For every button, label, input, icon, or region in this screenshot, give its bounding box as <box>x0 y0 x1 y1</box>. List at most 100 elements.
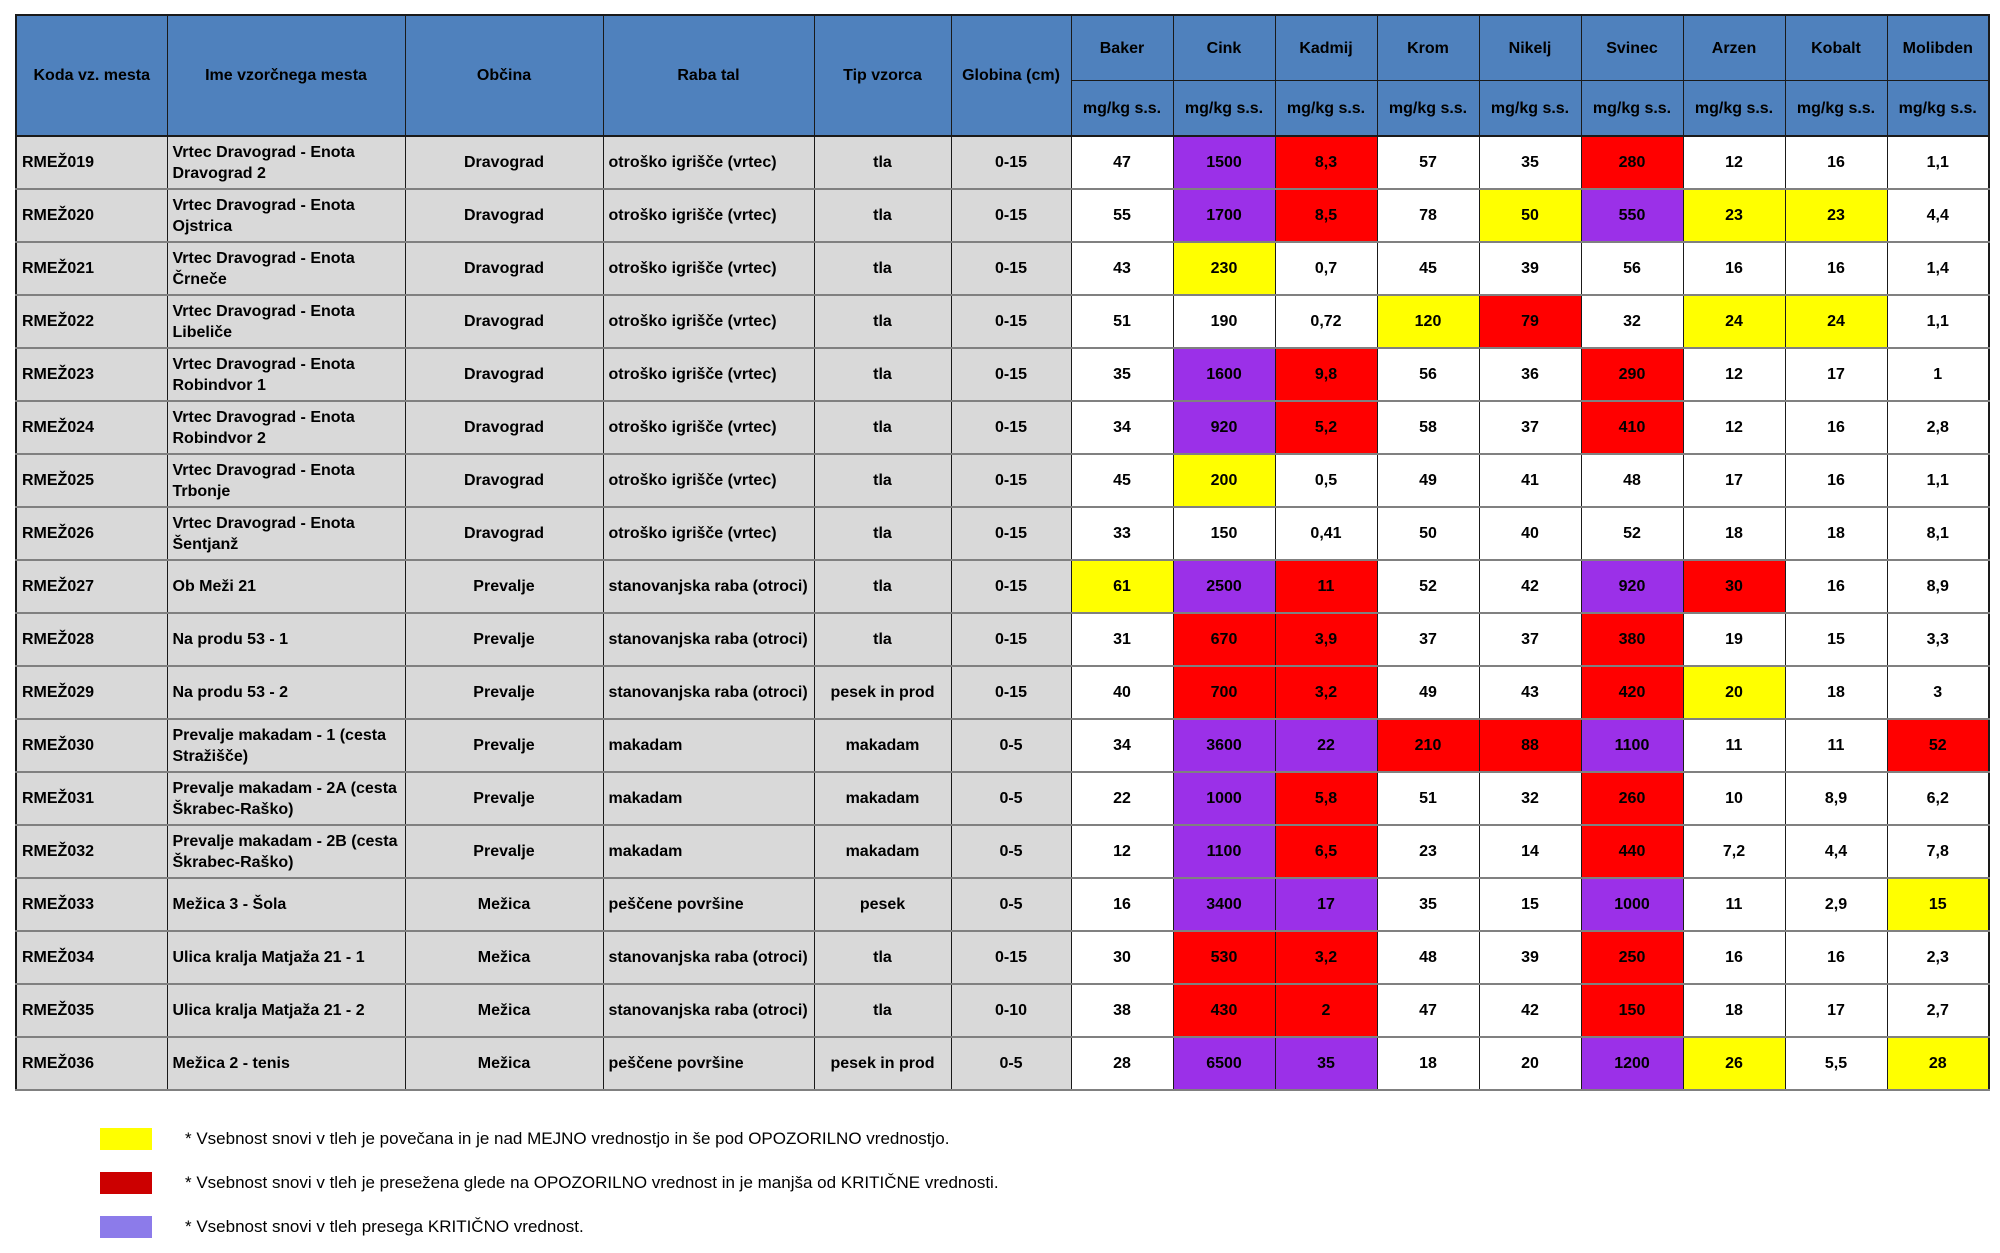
cell-site-name: Vrtec Dravograd - Enota Libeliče <box>166 294 406 349</box>
cell-sample-type: makadam <box>813 771 952 826</box>
cell-municipality: Dravograd <box>404 400 604 455</box>
cell-land-use: makadam <box>602 824 815 879</box>
table-row-RMEŽ030: RMEŽ030 Prevalje makadam - 1 (cesta Straž… <box>15 718 1990 773</box>
cell-value-krom: 210 <box>1376 718 1480 773</box>
cell-value-kadmij: 3,2 <box>1274 665 1378 720</box>
cell-value-kadmij: 8,3 <box>1274 135 1378 190</box>
cell-land-use: stanovanjska raba (otroci) <box>602 665 815 720</box>
cell-site-name: Prevalje makadam - 2B (cesta Škrabec-Raš… <box>166 824 406 879</box>
table-row-RMEŽ032: RMEŽ032 Prevalje makadam - 2B (cesta Škra… <box>15 824 1990 879</box>
table-row-RMEŽ027: RMEŽ027 Ob Meži 21 Prevalje stanovanjska ra… <box>15 559 1990 614</box>
cell-value-svinec: 150 <box>1580 983 1684 1038</box>
cell-value-krom: 51 <box>1376 771 1480 826</box>
unit-header-kadmij: mg/kg s.s. <box>1274 80 1378 137</box>
cell-value-krom: 49 <box>1376 453 1480 508</box>
table-row-RMEŽ021: RMEŽ021 Vrtec Dravograd - Enota Črneče Dra… <box>15 241 1990 296</box>
cell-site-code: RMEŽ026 <box>15 506 168 561</box>
cell-value-arzen: 30 <box>1682 559 1786 614</box>
cell-depth: 0-15 <box>950 612 1072 667</box>
cell-sample-type: tla <box>813 347 952 402</box>
header-row-main: Koda vz. mesta Ime vzorčnega mesta Občina R… <box>15 15 1990 137</box>
cell-value-nikelj: 32 <box>1478 771 1582 826</box>
cell-value-arzen: 24 <box>1682 294 1786 349</box>
cell-value-kadmij: 0,7 <box>1274 241 1378 296</box>
cell-value-baker: 43 <box>1070 241 1174 296</box>
cell-value-baker: 61 <box>1070 559 1174 614</box>
table-row-RMEŽ020: RMEŽ020 Vrtec Dravograd - Enota Ojstrica D… <box>15 188 1990 243</box>
cell-value-kadmij: 0,5 <box>1274 453 1378 508</box>
legend: * Vsebnost snovi v tleh je povečana in j… <box>100 1127 999 1253</box>
cell-value-molibden: 2,8 <box>1886 400 1990 455</box>
table-header: Koda vz. mesta Ime vzorčnega mesta Občina R… <box>15 15 1990 137</box>
column-header-kobalt: Kobalt <box>1784 15 1888 81</box>
cell-value-cink: 530 <box>1172 930 1276 985</box>
cell-municipality: Mežica <box>404 930 604 985</box>
cell-value-molibden: 1,4 <box>1886 241 1990 296</box>
unit-header-krom: mg/kg s.s. <box>1376 80 1480 137</box>
cell-site-code: RMEŽ031 <box>15 771 168 826</box>
cell-value-cink: 430 <box>1172 983 1276 1038</box>
cell-value-cink: 3600 <box>1172 718 1276 773</box>
cell-land-use: otroško igrišče (vrtec) <box>602 347 815 402</box>
cell-value-kadmij: 3,2 <box>1274 930 1378 985</box>
cell-value-molibden: 3,3 <box>1886 612 1990 667</box>
cell-municipality: Dravograd <box>404 135 604 190</box>
cell-value-baker: 55 <box>1070 188 1174 243</box>
cell-site-name: Prevalje makadam - 1 (cesta Stražišče) <box>166 718 406 773</box>
column-header-baker: Baker <box>1070 15 1174 81</box>
cell-municipality: Mežica <box>404 983 604 1038</box>
cell-depth: 0-5 <box>950 1036 1072 1091</box>
table-row-RMEŽ029: RMEŽ029 Na produ 53 - 2 Prevalje stanovanjs… <box>15 665 1990 720</box>
cell-value-cink: 230 <box>1172 241 1276 296</box>
cell-value-molibden: 2,7 <box>1886 983 1990 1038</box>
cell-value-nikelj: 37 <box>1478 400 1582 455</box>
cell-value-arzen: 16 <box>1682 241 1786 296</box>
cell-value-kobalt: 16 <box>1784 135 1888 190</box>
cell-site-code: RMEŽ036 <box>15 1036 168 1091</box>
cell-depth: 0-15 <box>950 241 1072 296</box>
cell-value-kadmij: 9,8 <box>1274 347 1378 402</box>
cell-value-arzen: 12 <box>1682 347 1786 402</box>
legend-swatch-above-limit-value <box>100 1128 152 1150</box>
cell-value-baker: 12 <box>1070 824 1174 879</box>
cell-value-molibden: 6,2 <box>1886 771 1990 826</box>
cell-value-kobalt: 24 <box>1784 294 1888 349</box>
column-header-koda-vz-mesta: Koda vz. mesta <box>15 15 168 137</box>
cell-value-baker: 45 <box>1070 453 1174 508</box>
cell-value-arzen: 17 <box>1682 453 1786 508</box>
cell-municipality: Prevalje <box>404 665 604 720</box>
cell-land-use: peščene površine <box>602 877 815 932</box>
cell-value-molibden: 3 <box>1886 665 1990 720</box>
cell-value-baker: 34 <box>1070 718 1174 773</box>
cell-land-use: otroško igrišče (vrtec) <box>602 294 815 349</box>
cell-value-cink: 3400 <box>1172 877 1276 932</box>
cell-sample-type: tla <box>813 241 952 296</box>
cell-value-svinec: 920 <box>1580 559 1684 614</box>
cell-value-svinec: 280 <box>1580 135 1684 190</box>
cell-site-name: Na produ 53 - 1 <box>166 612 406 667</box>
cell-land-use: makadam <box>602 771 815 826</box>
legend-swatch-above-critical-value <box>100 1216 152 1238</box>
cell-site-code: RMEŽ032 <box>15 824 168 879</box>
cell-value-nikelj: 39 <box>1478 241 1582 296</box>
cell-value-arzen: 10 <box>1682 771 1786 826</box>
cell-value-svinec: 52 <box>1580 506 1684 561</box>
legend-text: * Vsebnost snovi v tleh je povečana in j… <box>185 1129 950 1148</box>
cell-value-molibden: 4,4 <box>1886 188 1990 243</box>
cell-value-krom: 45 <box>1376 241 1480 296</box>
cell-value-arzen: 12 <box>1682 400 1786 455</box>
cell-value-arzen: 11 <box>1682 877 1786 932</box>
cell-value-krom: 47 <box>1376 983 1480 1038</box>
cell-value-nikelj: 14 <box>1478 824 1582 879</box>
cell-value-kadmij: 35 <box>1274 1036 1378 1091</box>
cell-depth: 0-10 <box>950 983 1072 1038</box>
legend-item-above-warning-value: * Vsebnost snovi v tleh je presežena gle… <box>100 1171 999 1195</box>
unit-header-baker: mg/kg s.s. <box>1070 80 1174 137</box>
cell-value-kadmij: 0,41 <box>1274 506 1378 561</box>
cell-sample-type: tla <box>813 506 952 561</box>
cell-sample-type: pesek in prod <box>813 1036 952 1091</box>
cell-value-kobalt: 16 <box>1784 241 1888 296</box>
cell-value-nikelj: 35 <box>1478 135 1582 190</box>
table-row-RMEŽ028: RMEŽ028 Na produ 53 - 1 Prevalje stanovanjs… <box>15 612 1990 667</box>
